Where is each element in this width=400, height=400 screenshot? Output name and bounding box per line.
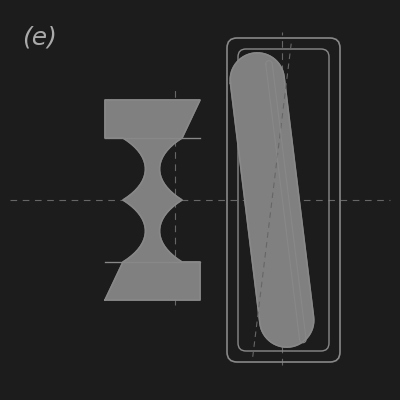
Text: (e): (e) [22, 25, 57, 49]
Polygon shape [230, 53, 314, 347]
Polygon shape [105, 100, 200, 300]
